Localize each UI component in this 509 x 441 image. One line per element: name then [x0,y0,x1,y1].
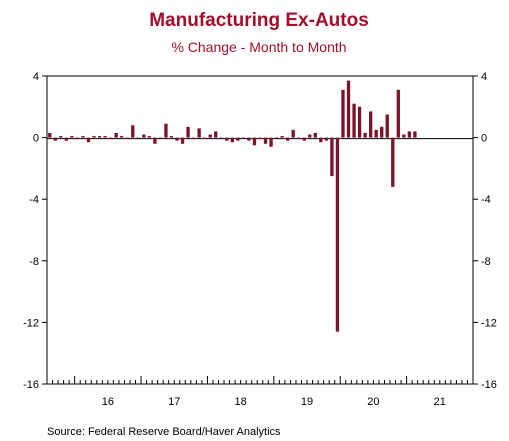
y-axis-right: 4 0 -4 -8 -12 -16 [473,71,497,391]
bar [236,137,240,141]
bar [153,137,157,144]
bar [214,131,218,138]
bar [247,137,251,141]
bar [92,136,96,138]
bar [269,137,273,147]
bar [64,137,69,141]
bar [180,137,185,144]
bar [346,80,351,138]
bar-series [48,80,417,332]
bar [81,136,85,138]
bar [191,137,196,140]
bar [274,137,279,139]
y-tick-label-right: -12 [481,317,497,329]
bar [131,125,135,138]
y-tick-label: -4 [29,194,39,206]
bar [363,132,367,138]
y-tick-label: 0 [33,133,39,145]
bar [357,106,362,138]
bar [158,137,163,139]
y-tick-label-right: 0 [481,133,487,145]
bar [319,137,323,143]
bar [75,137,80,140]
bar [164,123,168,138]
y-tick-label-right: -8 [481,256,491,268]
bar [86,137,91,143]
bar [308,134,312,138]
bar [263,137,268,144]
bar [125,137,129,140]
bar [313,132,317,138]
bar [225,137,229,141]
source-note: Source: Federal Reserve Board/Haver Anal… [47,426,281,438]
bar [203,137,207,140]
bar [114,132,118,138]
bar [407,131,412,138]
bar [286,137,290,141]
bar [120,136,124,138]
bar [108,137,113,140]
bar [324,137,329,141]
bar [48,132,52,138]
bar [70,136,74,138]
bar [175,137,179,141]
bar [280,136,284,138]
bar [413,131,417,138]
x-year-label: 19 [301,396,313,408]
bar [103,136,107,138]
bar [380,126,384,138]
y-axis-left: 4 0 -4 -8 -12 -16 [23,71,47,391]
bar [374,129,378,138]
bar [258,137,262,140]
y-tick-label-right: -4 [481,194,491,206]
chart-title: Manufacturing Ex-Autos [149,10,369,31]
y-tick-label-right: -16 [481,379,497,391]
chart-subtitle: % Change - Month to Month [171,39,346,55]
bar [330,137,334,177]
bar [53,137,57,141]
x-year-label: 18 [235,396,247,408]
bar [385,114,389,138]
bar [352,103,356,138]
bar [136,137,140,139]
x-year-label: 20 [367,396,379,408]
bar [208,134,212,138]
bar [97,136,102,138]
bar [302,137,306,141]
x-year-label: 17 [168,396,180,408]
bar [335,137,340,332]
bar [197,128,201,138]
bar [186,126,190,138]
plot-frame [46,75,474,385]
x-axis: 16 17 18 19 20 21 [46,376,474,408]
y-tick-label: 4 [33,71,39,83]
bar [219,137,223,140]
bar [368,111,373,138]
bar [147,136,152,138]
bar [291,129,295,138]
bar [142,134,146,138]
y-tick-label: -16 [23,379,39,391]
bar [169,136,174,138]
y-tick-label-right: 4 [481,71,487,83]
bar [341,89,345,138]
bar [59,136,63,138]
y-tick-label: -12 [23,317,39,329]
y-tick-label: -8 [29,256,39,268]
bar [230,137,234,143]
bar [297,137,301,140]
x-year-label: 16 [102,396,114,408]
bar [252,137,257,146]
x-year-label: 21 [434,396,446,408]
bar [391,137,395,187]
bar [396,89,400,138]
bar [402,134,406,138]
bar [241,137,246,139]
